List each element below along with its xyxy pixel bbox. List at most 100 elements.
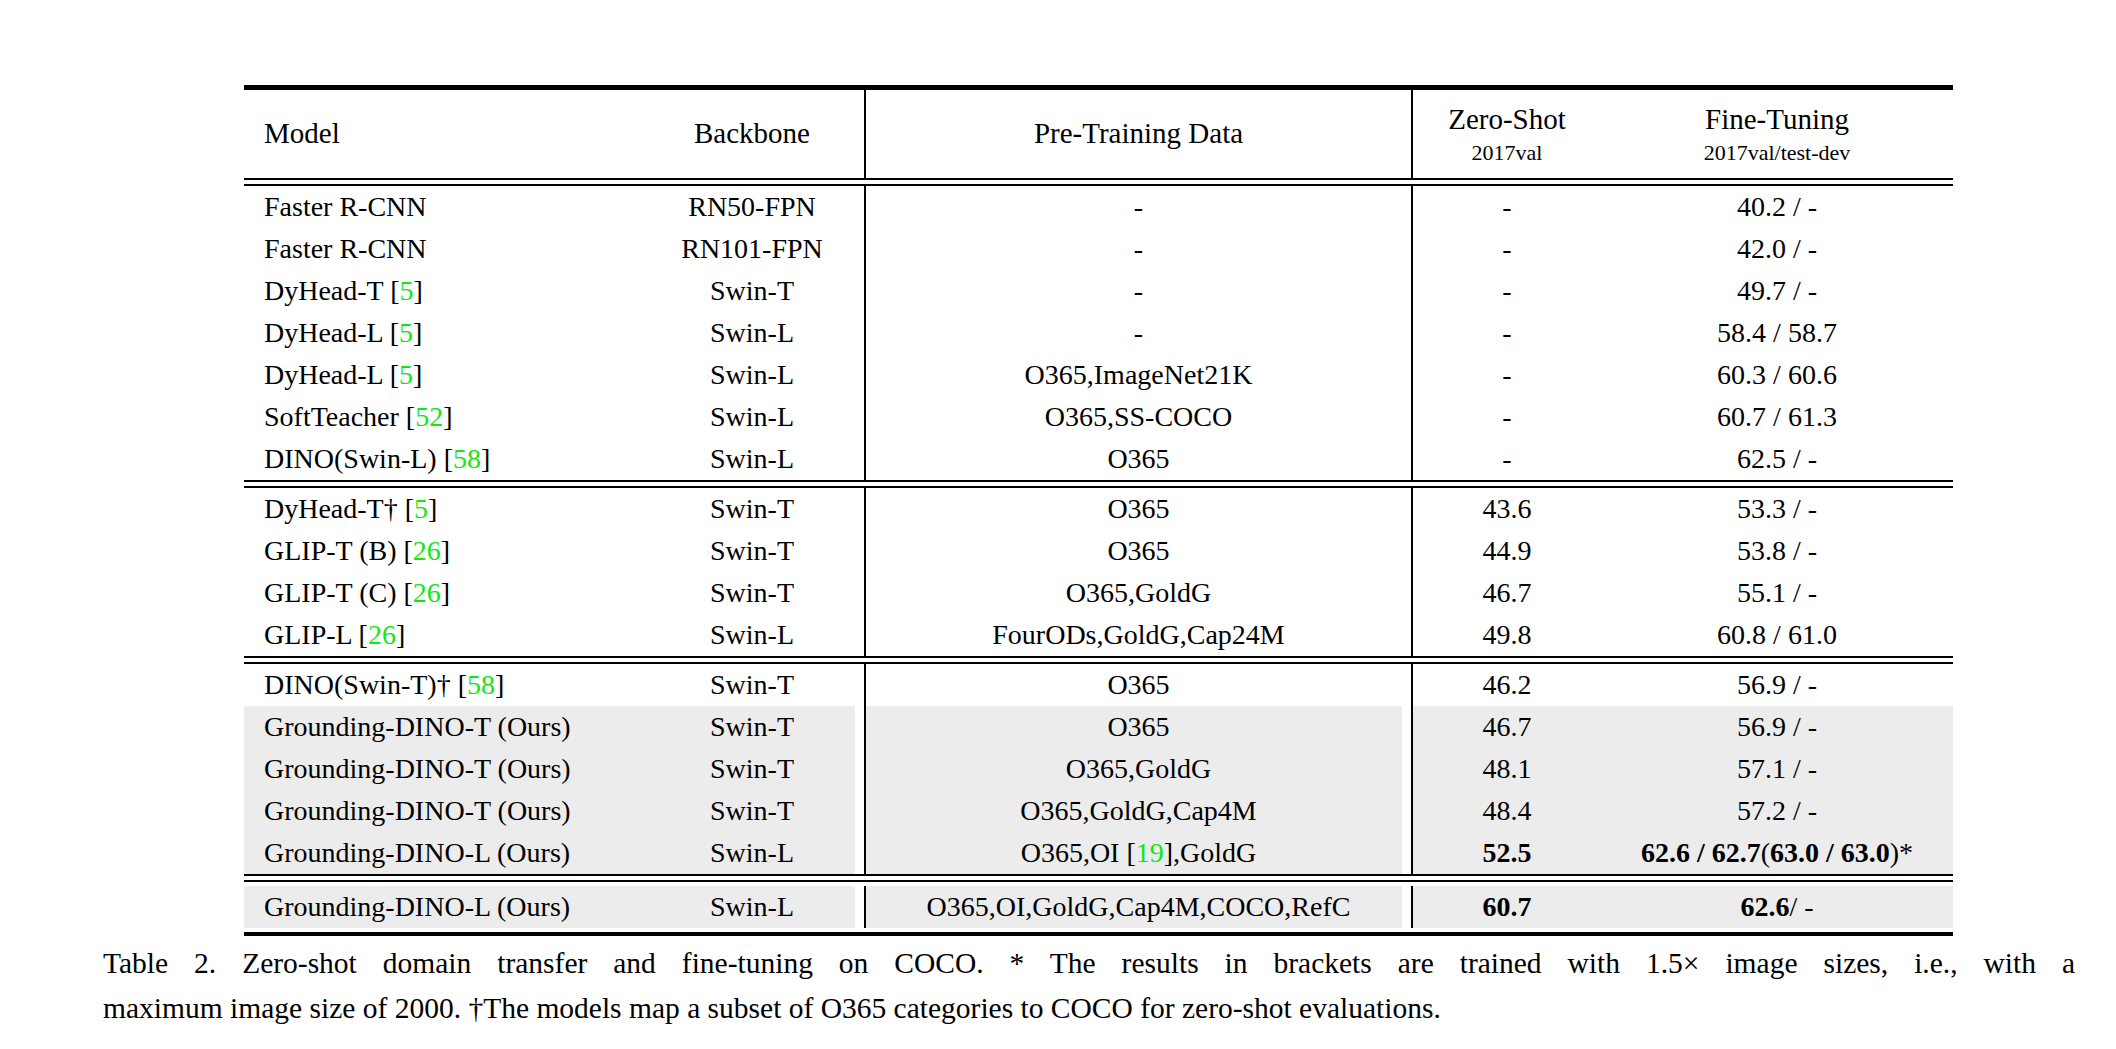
table-row: Grounding-DINO-T (Ours)Swin-TO365,GoldG4…: [244, 748, 1953, 790]
cell-zero-shot: 60.7: [1411, 886, 1601, 928]
text-run: Swin-L: [710, 317, 794, 349]
text-run: ]: [441, 577, 450, 609]
cell-model: DINO(Swin-L) [58]: [244, 438, 640, 480]
text-run: O365: [1107, 443, 1169, 475]
text-run: Swin-T: [710, 577, 794, 609]
text-run: Swin-L: [710, 891, 794, 923]
text-run: 60.8 / 61.0: [1717, 619, 1837, 651]
text-run: O365: [1107, 493, 1169, 525]
table-body: Faster R-CNNRN50-FPN--40.2 / -Faster R-C…: [244, 186, 1953, 928]
cell-backbone: Swin-L: [640, 396, 864, 438]
cell-model: Faster R-CNN: [244, 228, 640, 270]
text-run: O365,ImageNet21K: [1025, 359, 1253, 391]
text-run: 43.6: [1483, 493, 1532, 525]
text-run: 62.5 / -: [1737, 443, 1817, 475]
cell-backbone: Swin-L: [640, 886, 864, 928]
cell-pretraining-data: -: [864, 270, 1411, 312]
cell-model: DyHead-T [5]: [244, 270, 640, 312]
text-run: Swin-T: [710, 753, 794, 785]
cell-fine-tuning: 60.3 / 60.6: [1601, 354, 1953, 396]
text-run: DINO(Swin-T)† [: [264, 669, 467, 701]
text-run: -: [1502, 191, 1511, 223]
text-run: 56.9 / -: [1737, 711, 1817, 743]
text-run: Swin-T: [710, 669, 794, 701]
text-run: 48.4: [1483, 795, 1532, 827]
text-run: O365: [1107, 711, 1169, 743]
citation-ref[interactable]: 52: [415, 401, 443, 433]
cell-zero-shot: -: [1411, 312, 1601, 354]
section-divider: [244, 480, 1953, 488]
citation-ref[interactable]: 5: [400, 275, 414, 307]
cell-zero-shot: 48.4: [1411, 790, 1601, 832]
text-run: ]: [414, 275, 423, 307]
column-header-pretraining-data: Pre-Training Data: [864, 90, 1411, 178]
text-run: O365,OI [: [1021, 837, 1136, 869]
citation-ref[interactable]: 26: [413, 535, 441, 567]
citation-ref[interactable]: 5: [399, 359, 413, 391]
text-run: -: [1134, 191, 1143, 223]
text-run: GLIP-T (C) [: [264, 577, 413, 609]
citation-ref[interactable]: 58: [467, 669, 495, 701]
table-row: DINO(Swin-L) [58]Swin-LO365-62.5 / -: [244, 438, 1953, 480]
text-run: -: [1134, 275, 1143, 307]
cell-fine-tuning: 42.0 / -: [1601, 228, 1953, 270]
text-run: -: [1502, 401, 1511, 433]
table-row: DyHead-L [5]Swin-L--58.4 / 58.7: [244, 312, 1953, 354]
cell-backbone: Swin-T: [640, 270, 864, 312]
text-run: 57.1 / -: [1737, 753, 1817, 785]
cell-backbone: Swin-T: [640, 748, 864, 790]
table-row: GLIP-L [26]Swin-LFourODs,GoldG,Cap24M49.…: [244, 614, 1953, 656]
cell-fine-tuning: 49.7 / -: [1601, 270, 1953, 312]
cell-backbone: Swin-L: [640, 312, 864, 354]
text-run: (: [1761, 837, 1770, 869]
cell-pretraining-data: O365,GoldG: [864, 572, 1411, 614]
text-run: Swin-L: [710, 443, 794, 475]
cell-fine-tuning: 62.6 / 62.7 (63.0 / 63.0)*: [1601, 832, 1953, 874]
citation-ref[interactable]: 26: [368, 619, 396, 651]
citation-ref[interactable]: 26: [413, 577, 441, 609]
column-header-label: Pre-Training Data: [1034, 117, 1243, 150]
cell-pretraining-data: FourODs,GoldG,Cap24M: [864, 614, 1411, 656]
text-run: GLIP-T (B) [: [264, 535, 413, 567]
citation-ref[interactable]: 5: [414, 493, 428, 525]
column-header-label: Model: [264, 117, 340, 150]
paper-table-figure: Model Backbone Pre-Training Data Zero-Sh…: [0, 0, 2116, 1049]
text-run: ]: [413, 359, 422, 391]
table-section: DyHead-T† [5]Swin-TO36543.653.3 / -GLIP-…: [244, 488, 1953, 656]
citation-ref[interactable]: 58: [453, 443, 481, 475]
column-header-backbone: Backbone: [640, 90, 864, 178]
section-divider: [244, 178, 1953, 186]
column-header-sublabel: 2017val/test-dev: [1704, 140, 1851, 165]
text-run: 62.6: [1740, 891, 1789, 923]
cell-fine-tuning: 62.5 / -: [1601, 438, 1953, 480]
citation-ref[interactable]: 5: [399, 317, 413, 349]
text-run: Grounding-DINO-T (Ours): [264, 795, 571, 827]
cell-pretraining-data: O365: [864, 488, 1411, 530]
text-run: ],GoldG: [1164, 837, 1257, 869]
text-run: 53.3 / -: [1737, 493, 1817, 525]
cell-zero-shot: -: [1411, 228, 1601, 270]
text-run: 60.7: [1483, 891, 1532, 923]
text-run: Faster R-CNN: [264, 191, 427, 223]
text-run: GLIP-L [: [264, 619, 368, 651]
cell-model: DINO(Swin-T)† [58]: [244, 664, 640, 706]
text-run: Grounding-DINO-T (Ours): [264, 711, 571, 743]
cell-fine-tuning: 57.1 / -: [1601, 748, 1953, 790]
text-run: 52.5: [1483, 837, 1532, 869]
cell-pretraining-data: O365: [864, 706, 1411, 748]
text-run: Swin-T: [710, 275, 794, 307]
table-row: DINO(Swin-T)† [58]Swin-TO36546.256.9 / -: [244, 664, 1953, 706]
section-divider: [244, 656, 1953, 664]
cell-pretraining-data: O365,OI,GoldG,Cap4M,COCO,RefC: [864, 886, 1411, 928]
table-section: Grounding-DINO-L (Ours)Swin-LO365,OI,Gol…: [244, 886, 1953, 928]
text-run: 56.9 / -: [1737, 669, 1817, 701]
caption-line: maximum image size of 2000. †The models …: [103, 986, 2075, 1031]
cell-fine-tuning: 56.9 / -: [1601, 706, 1953, 748]
column-header-model: Model: [244, 90, 640, 178]
text-run: 63.0 / 63.0: [1770, 837, 1890, 869]
citation-ref[interactable]: 19: [1136, 837, 1164, 869]
table-row: DyHead-T [5]Swin-T--49.7 / -: [244, 270, 1953, 312]
cell-model: Faster R-CNN: [244, 186, 640, 228]
table-row: SoftTeacher [52]Swin-LO365,SS-COCO-60.7 …: [244, 396, 1953, 438]
text-run: 46.2: [1483, 669, 1532, 701]
